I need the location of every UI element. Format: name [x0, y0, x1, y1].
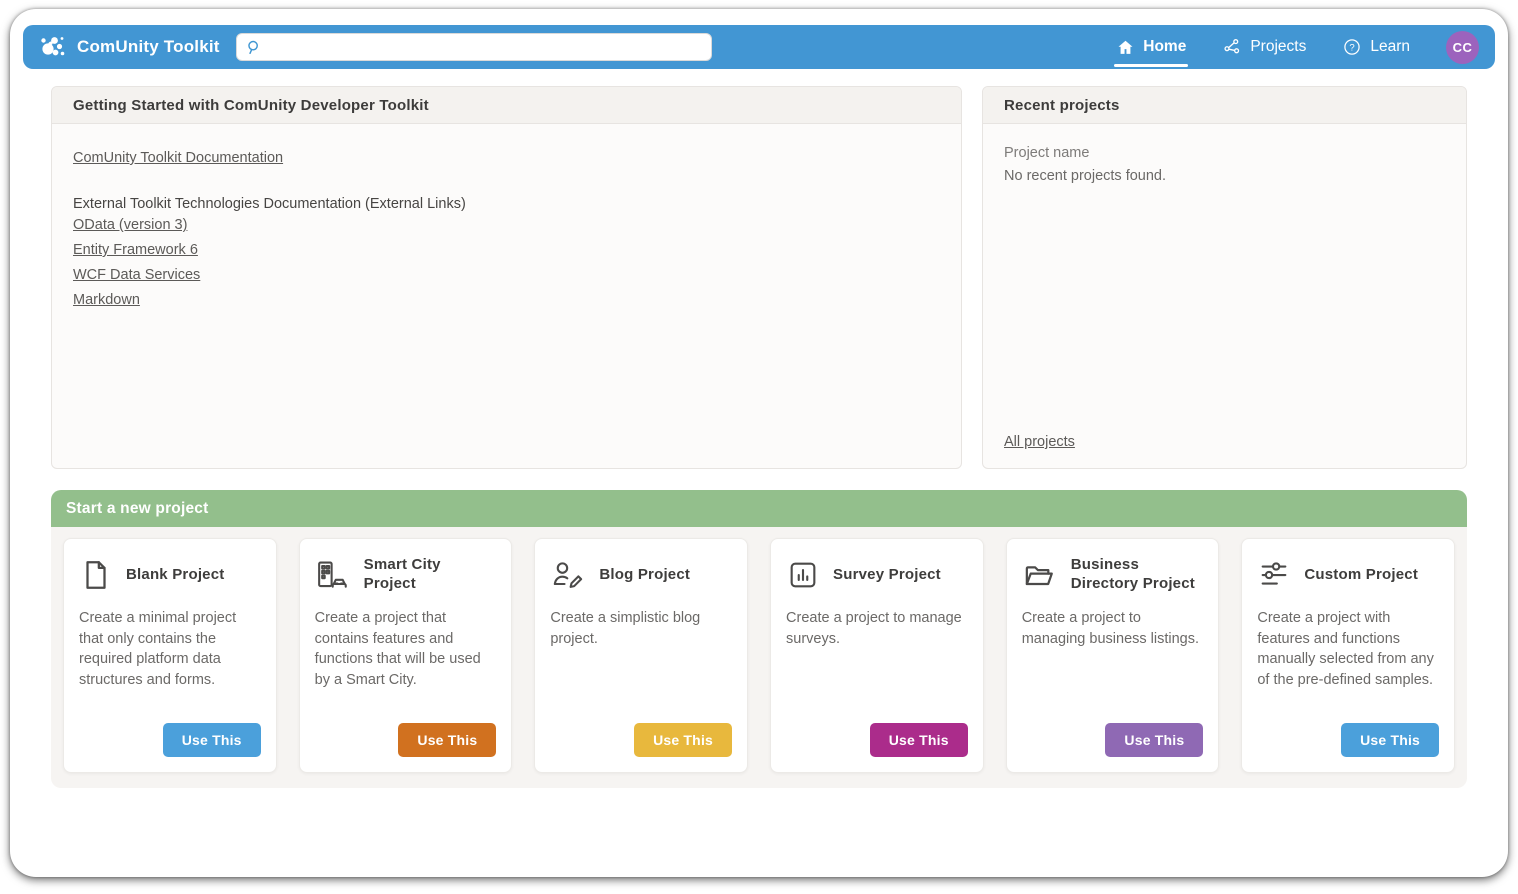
external-docs-heading: External Toolkit Technologies Documentat…: [73, 196, 466, 212]
project-card-description: Create a project with features and funct…: [1257, 610, 1434, 688]
card-head: Business Directory Project: [1022, 554, 1204, 596]
blog-author-icon: [550, 558, 586, 592]
card-foot: Use This: [1022, 723, 1204, 757]
survey-chart-icon: [786, 558, 820, 592]
start-new-project-title: Start a new project: [51, 490, 1467, 527]
custom-sliders-icon: [1257, 558, 1291, 592]
wcf-data-services-link[interactable]: WCF Data Services: [73, 267, 201, 283]
project-card-survey: Survey Project Create a project to manag…: [770, 538, 984, 773]
entity-framework-link[interactable]: Entity Framework 6: [73, 242, 198, 258]
smart-city-icon: [315, 558, 351, 592]
nav-projects[interactable]: Projects: [1222, 37, 1306, 57]
main-content: Getting Started with ComUnity Developer …: [23, 69, 1495, 788]
card-foot: Use This: [786, 723, 968, 757]
projects-network-icon: [1222, 37, 1242, 57]
getting-started-title: Getting Started with ComUnity Developer …: [52, 87, 961, 124]
recent-projects-panel: Recent projects Project name No recent p…: [982, 86, 1467, 469]
use-this-button[interactable]: Use This: [869, 723, 968, 757]
use-this-button[interactable]: Use This: [162, 723, 261, 757]
project-card-description: Create a minimal project that only conta…: [79, 610, 237, 688]
project-cards-row: Blank Project Create a minimal project t…: [51, 527, 1467, 788]
no-recent-projects-message: No recent projects found.: [1004, 168, 1167, 184]
brand: ComUnity Toolkit: [37, 32, 220, 62]
blank-file-icon: [79, 558, 113, 592]
user-avatar[interactable]: CC: [1446, 30, 1479, 64]
project-card-description: Create a project to manage surveys.: [786, 610, 962, 647]
nav-projects-label: Projects: [1250, 38, 1307, 55]
card-foot: Use This: [1257, 723, 1440, 757]
top-nav-links: Home Projects: [1114, 30, 1479, 67]
card-head: Survey Project: [786, 554, 968, 596]
comunity-logo-icon: [37, 32, 67, 62]
project-card-blog: Blog Project Create a simplistic blog pr…: [534, 538, 749, 773]
card-head: Blog Project: [550, 554, 732, 596]
all-projects-link[interactable]: All projects: [1004, 434, 1075, 450]
card-foot: Use This: [550, 723, 733, 757]
odata-link[interactable]: OData (version 3): [73, 217, 188, 233]
project-name-column-label: Project name: [1004, 145, 1090, 161]
card-foot: Use This: [79, 723, 261, 757]
card-head: Smart City Project: [315, 554, 497, 596]
home-active-underline: [1114, 63, 1189, 67]
search-bar[interactable]: [235, 33, 712, 61]
card-foot: Use This: [315, 723, 497, 757]
project-card-description: Create a project to managing business li…: [1021, 610, 1200, 647]
card-head: Blank Project: [79, 554, 261, 596]
toolkit-documentation-link[interactable]: ComUnity Toolkit Documentation: [73, 150, 284, 166]
use-this-button[interactable]: Use This: [398, 723, 497, 757]
project-card-title: Blog Project: [599, 565, 691, 583]
brand-title: ComUnity Toolkit: [77, 37, 220, 56]
getting-started-panel: Getting Started with ComUnity Developer …: [51, 86, 962, 469]
business-folder-icon: [1022, 558, 1058, 592]
top-navigation-bar: ComUnity Toolkit Home: [23, 25, 1495, 69]
project-card-title: Survey Project: [833, 565, 941, 583]
spacer: [1004, 184, 1445, 434]
project-card-title: Business Directory Project: [1070, 556, 1195, 592]
project-card-blank: Blank Project Create a minimal project t…: [63, 538, 277, 773]
project-card-smart-city: Smart City Project Create a project that…: [298, 538, 513, 773]
nav-learn-label: Learn: [1370, 38, 1410, 55]
project-card-description: Create a simplistic blog project.: [550, 610, 701, 647]
getting-started-body: ComUnity Toolkit Documentation External …: [52, 124, 961, 468]
use-this-button[interactable]: Use This: [634, 723, 733, 757]
svg-text:?: ?: [1350, 43, 1355, 54]
card-head: Custom Project: [1257, 554, 1439, 596]
project-card-title: Blank Project: [126, 565, 225, 583]
project-card-title: Smart City Project: [363, 556, 441, 592]
nav-learn[interactable]: ? Learn: [1342, 37, 1410, 57]
use-this-button[interactable]: Use This: [1105, 723, 1204, 757]
start-new-project-section: Start a new project Blank Project Create…: [51, 490, 1467, 788]
nav-home[interactable]: Home: [1114, 38, 1189, 67]
use-this-button[interactable]: Use This: [1341, 723, 1440, 757]
search-input[interactable]: [267, 38, 703, 56]
markdown-link[interactable]: Markdown: [73, 292, 140, 308]
search-icon: [245, 38, 263, 56]
project-card-title: Custom Project: [1304, 565, 1419, 583]
top-row: Getting Started with ComUnity Developer …: [51, 86, 1467, 469]
recent-projects-title: Recent projects: [983, 87, 1466, 124]
app-window: ComUnity Toolkit Home: [10, 9, 1508, 877]
learn-question-icon: ?: [1342, 37, 1362, 57]
project-card-custom: Custom Project Create a project with fea…: [1241, 538, 1456, 773]
project-card-business-directory: Business Directory Project Create a proj…: [1005, 538, 1220, 773]
recent-projects-body: Project name No recent projects found. A…: [983, 124, 1466, 468]
project-card-description: Create a project that contains features …: [314, 610, 481, 688]
nav-home-label: Home: [1143, 38, 1187, 55]
home-icon: [1116, 38, 1135, 57]
